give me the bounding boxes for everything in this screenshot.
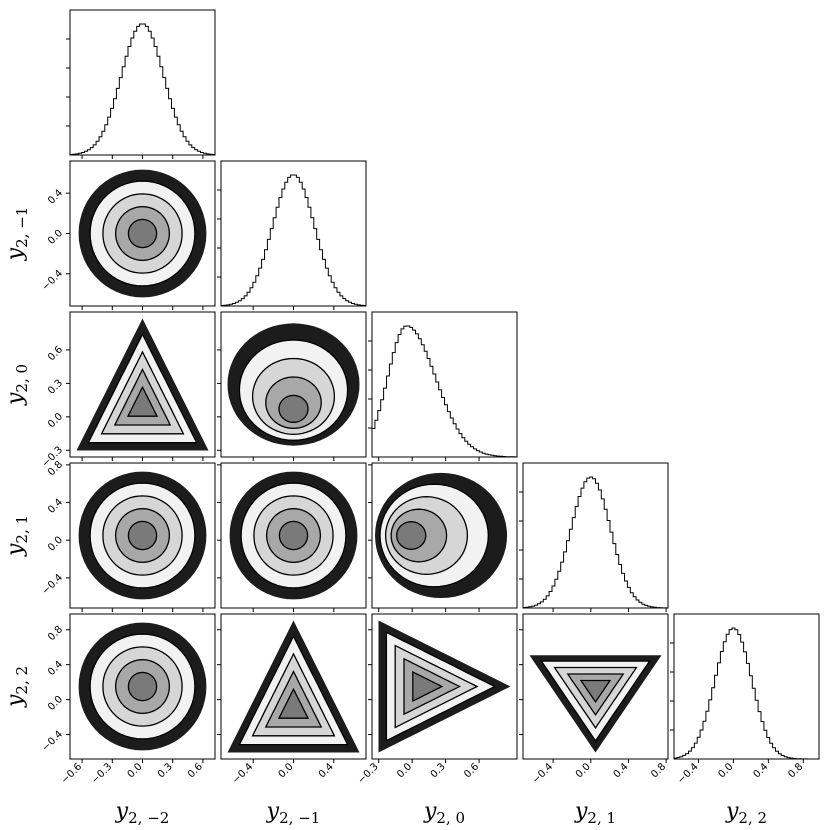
x-tick-label: 0.6 xyxy=(186,761,205,780)
histogram-2 xyxy=(371,325,518,458)
x-tick-label: 0.3 xyxy=(429,761,448,780)
x-tick-label: −0.3 xyxy=(89,761,114,786)
x-tick-label: 0.0 xyxy=(716,761,735,780)
y-tick-label: 0.6 xyxy=(46,344,65,363)
panel-3-1 xyxy=(217,462,367,612)
y-axis-label-1: y2, −1 xyxy=(3,207,31,262)
x-tick-label: 0.4 xyxy=(612,761,631,780)
y-tick-label: 0.8 xyxy=(46,624,65,643)
x-tick-label: 0.3 xyxy=(156,761,175,780)
x-tick-label: 0.4 xyxy=(317,761,336,780)
density-contour-4 xyxy=(277,687,310,719)
panel-3-3 xyxy=(519,462,669,612)
y-tick-label: −0.4 xyxy=(40,268,65,293)
y-tick-label: 0.4 xyxy=(46,659,65,678)
histogram-4 xyxy=(673,627,819,760)
x-axis-label-0: y2, −2 xyxy=(115,799,170,827)
y-tick-label: 0.0 xyxy=(46,228,65,247)
y-tick-label: 0.0 xyxy=(46,535,65,554)
y-tick-label: 0.0 xyxy=(46,411,65,430)
histogram-1 xyxy=(220,174,367,306)
y-axis-label-2: y2, 0 xyxy=(3,364,31,406)
panel-frame xyxy=(371,613,518,760)
histogram-0 xyxy=(69,23,216,155)
panel-1-0: −0.4 0.0 0.4 xyxy=(40,160,216,310)
panel-4-3: −0.4 0.0 0.4 0.8 xyxy=(519,613,669,786)
x-tick-label: 0.0 xyxy=(126,761,145,780)
x-tick-label: −0.6 xyxy=(59,761,84,786)
x-tick-label: −0.4 xyxy=(676,761,701,786)
y-tick-label: 0.4 xyxy=(46,497,65,516)
x-tick-label: −0.3 xyxy=(356,761,381,786)
panel-2-2 xyxy=(368,311,518,461)
x-axis-label-1: y2, −1 xyxy=(266,799,321,827)
x-tick-label: 0.0 xyxy=(574,761,593,780)
panel-4-4: −0.4 0.0 0.4 0.8 xyxy=(670,613,820,786)
x-tick-label: 0.6 xyxy=(462,761,481,780)
density-contour-4 xyxy=(579,679,612,704)
panel-frame xyxy=(371,462,518,609)
x-axis-label-3: y2, 1 xyxy=(574,799,616,827)
y-tick-label: 0.4 xyxy=(46,188,65,207)
density-contour-4 xyxy=(278,394,309,423)
histogram-3 xyxy=(522,476,669,609)
x-tick-label: 0.0 xyxy=(395,761,414,780)
y-tick-label: −0.4 xyxy=(40,572,65,597)
density-contour-4 xyxy=(127,520,158,551)
panel-frame xyxy=(673,613,820,760)
panel-frame xyxy=(69,9,216,156)
y-tick-label: 0.3 xyxy=(46,378,65,397)
y-tick-label: 0.0 xyxy=(46,694,65,713)
panel-0-0 xyxy=(66,9,216,159)
panel-4-0: −0.6 −0.3 0.0 0.3 0.6 −0.4 0.0 0.4 0.8 xyxy=(40,613,216,786)
density-contour-4 xyxy=(126,385,159,417)
density-contour-4 xyxy=(278,520,309,551)
y-axis-label-4: y2, 2 xyxy=(3,666,31,708)
panel-4-2: −0.3 0.0 0.3 0.6 xyxy=(356,613,518,786)
y-tick-label: −0.4 xyxy=(40,729,65,754)
panel-3-0: −0.40.00.40.8 xyxy=(40,459,216,612)
density-contour-4 xyxy=(127,218,158,249)
panel-2-1 xyxy=(217,311,367,461)
y-axis-label-3: y2, 1 xyxy=(3,515,31,557)
x-axis-label-2: y2, 0 xyxy=(423,799,465,827)
panel-1-1 xyxy=(217,160,367,310)
x-tick-label: 0.0 xyxy=(277,761,296,780)
panel-2-0: −0.30.00.30.6 xyxy=(40,311,216,470)
x-tick-label: −0.4 xyxy=(230,761,255,786)
panel-frame xyxy=(371,311,518,458)
panel-frame xyxy=(522,462,669,609)
density-contour-4 xyxy=(127,671,158,702)
x-tick-label: −0.4 xyxy=(530,761,555,786)
panel-frame xyxy=(220,160,367,307)
x-tick-label: 0.8 xyxy=(786,761,805,780)
x-tick-label: 0.4 xyxy=(751,761,770,780)
density-contour-4 xyxy=(412,670,444,703)
x-tick-label: 0.8 xyxy=(649,761,668,780)
x-axis-label-4: y2, 2 xyxy=(725,799,767,827)
panel-4-1: −0.4 0.0 0.4 xyxy=(217,613,367,786)
density-contour-4 xyxy=(396,521,427,550)
panel-frame xyxy=(522,613,669,760)
panel-3-2 xyxy=(368,462,518,612)
